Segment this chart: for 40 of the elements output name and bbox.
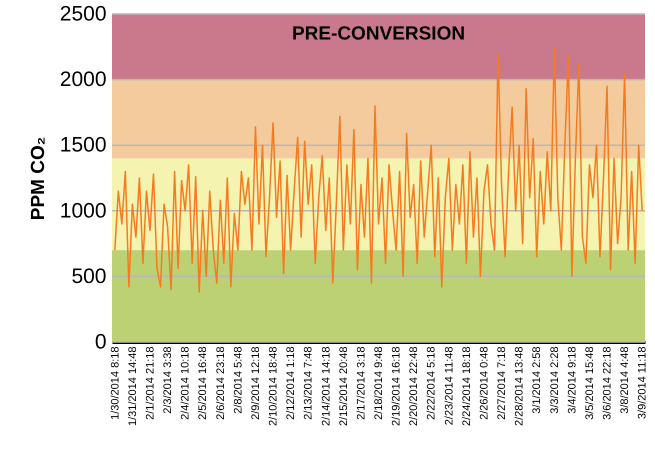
y-axis-title: PPM CO₂ <box>28 136 49 220</box>
y-tick-label: 1000 <box>60 199 106 222</box>
x-tick-label: 2/8/2014 5:48 <box>232 346 244 414</box>
y-tick-label: 1500 <box>60 134 106 157</box>
x-tick-label: 3/4/2014 9:18 <box>566 346 578 414</box>
y-tick-label: 500 <box>71 264 106 288</box>
y-tick-label: 2000 <box>60 68 106 92</box>
x-tick-label: 1/31/2014 14:48 <box>126 346 139 426</box>
x-tick-label: 3/3/2014 2:28 <box>548 346 561 414</box>
x-tick-label: 2/4/2014 10:18 <box>180 346 192 420</box>
x-tick-label: 2/5/2014 16:48 <box>197 346 210 420</box>
x-tick-label: 2/19/2014 16:18 <box>390 346 403 426</box>
x-tick-label: 2/20/2014 22:48 <box>408 346 420 426</box>
x-tick-label: 2/12/2014 1:18 <box>285 346 298 420</box>
line-series <box>114 48 643 293</box>
x-tick-label: 3/5/2014 15:48 <box>584 346 596 420</box>
x-tick-label: 2/24/2014 18:18 <box>460 346 473 426</box>
x-tick-label: 2/13/2014 7:48 <box>302 346 315 420</box>
x-tick-label: 2/27/2014 7:18 <box>496 346 508 420</box>
x-tick-label: 2/18/2014 9:48 <box>373 346 385 420</box>
x-tick-label: 2/17/2014 3:18 <box>355 346 368 420</box>
x-tick-label: 2/14/2014 14:18 <box>320 346 332 426</box>
x-tick-label: 2/6/2014 23:18 <box>214 346 227 420</box>
x-tick-label: 1/30/2014 8:18 <box>109 346 122 420</box>
x-tick-label: 2/9/2014 12:18 <box>250 346 262 420</box>
y-tick-label: 0 <box>94 330 106 354</box>
x-tick-label: 2/26/2014 0:48 <box>478 346 490 420</box>
band-label: PRE-CONVERSION <box>292 24 466 45</box>
x-tick-label: 2/28/2014 13:48 <box>514 346 526 426</box>
x-tick-label: 2/22/2014 5:18 <box>426 346 438 420</box>
x-tick-label: 3/6/2014 22:18 <box>602 346 614 420</box>
x-tick-label: 3/9/2014 11:18 <box>636 346 649 420</box>
x-tick-label: 3/1/2014 2:58 <box>531 346 544 414</box>
x-tick-label: 2/23/2014 11:48 <box>443 346 456 426</box>
y-tick-label: 2500 <box>60 2 106 26</box>
x-tick-label: 3/8/2014 4:48 <box>619 346 632 414</box>
x-tick-label: 2/15/2014 20:48 <box>338 346 350 426</box>
x-tick-label: 2/10/2014 18:48 <box>268 346 280 426</box>
x-tick-label: 2/3/2014 3:38 <box>162 346 174 414</box>
x-tick-label: 2/1/2014 21:18 <box>144 346 156 420</box>
